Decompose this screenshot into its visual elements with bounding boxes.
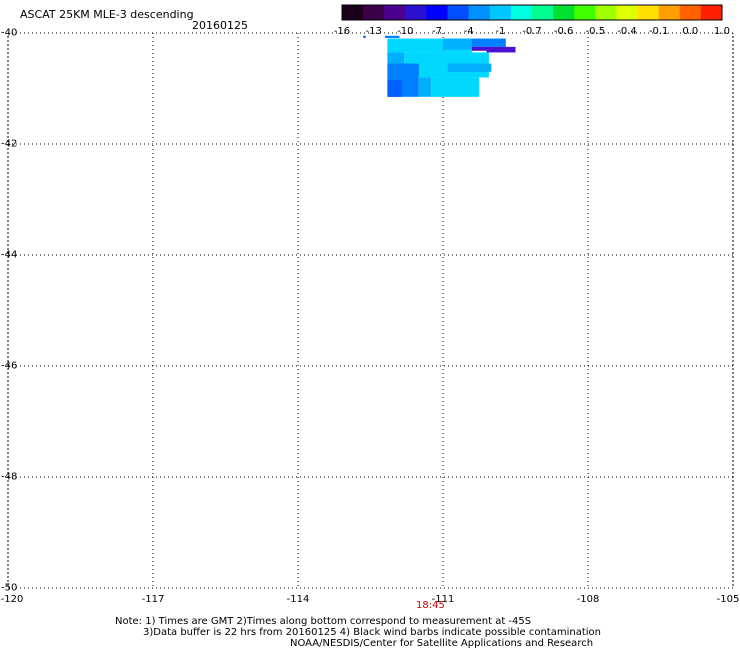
longitude-label: -117: [141, 594, 165, 605]
note-line-1: Note: 1) Times are GMT 2)Times along bot…: [115, 616, 532, 627]
longitude-label: -111: [431, 594, 455, 605]
swath-cell: [363, 35, 366, 38]
colorbar-segment: [342, 5, 364, 20]
colorbar-segment: [532, 5, 554, 20]
data-swath: [363, 35, 516, 97]
colorbar-segment: [384, 5, 406, 20]
colorbar-tick-label: -10: [397, 26, 414, 37]
swath-cell: [472, 46, 487, 51]
colorbar-segment: [679, 5, 702, 20]
colorbar-segment: [658, 5, 681, 20]
colorbar-tick-label: -0.1: [648, 26, 669, 37]
latitude-label: -40: [1, 27, 18, 39]
swath-cell: [387, 80, 402, 97]
colorbar-tick-label: 1.0: [714, 26, 730, 37]
colorbar-segment: [447, 5, 470, 20]
colorbar-segment: [700, 5, 723, 20]
latitude-label: -44: [1, 249, 18, 261]
colorbar-segment: [468, 5, 491, 20]
colorbar-segment: [616, 5, 639, 20]
latitude-label: -42: [1, 138, 18, 150]
swath-cell: [447, 63, 492, 72]
note-line-2: 3)Data buffer is 22 hrs from 20160125 4)…: [143, 627, 601, 638]
map-date: 20160125: [192, 19, 248, 32]
swath-cell: [486, 46, 516, 53]
colorbar: [341, 4, 723, 21]
colorbar-segment: [510, 5, 533, 20]
colorbar-tick-label: -16: [333, 26, 351, 37]
latitude-label: -48: [1, 471, 18, 483]
map-frame: [7, 32, 734, 589]
colorbar-segment: [363, 5, 385, 20]
longitude-label: -114: [286, 594, 310, 605]
colorbar-tick-label: -0.5: [585, 26, 606, 37]
colorbar-segment: [405, 5, 427, 20]
colorbar-segment: [574, 5, 596, 20]
colorbar-tick-label: -13: [365, 26, 382, 37]
colorbar-tick-label: -0.7: [522, 26, 542, 37]
colorbar-segment: [553, 5, 575, 20]
colorbar-tick-label: -0.6: [553, 26, 574, 37]
longitude-label: -120: [0, 594, 24, 605]
colorbar-segment: [637, 5, 660, 20]
map-title: ASCAT 25KM MLE-3 descending: [20, 8, 194, 21]
colorbar-segment: [595, 5, 617, 20]
colorbar-tick-label: -7: [432, 26, 442, 37]
longitude-label: -108: [576, 594, 600, 605]
colorbar-tick-label: -0.4: [617, 26, 637, 37]
colorbar-tick-label: -1: [495, 26, 506, 37]
latitude-label: -50: [1, 582, 18, 594]
pass-time-label: 18:45: [416, 600, 445, 611]
lat-lon-grid: [7, 32, 734, 589]
swath-cell: [430, 77, 480, 97]
swath-cell: [385, 35, 400, 38]
swath-cell: [418, 77, 431, 97]
colorbar-frame: [341, 4, 723, 21]
colorbar-tick-label: 0.0: [682, 26, 699, 37]
colorbar-segment: [489, 5, 512, 20]
note-line-3: NOAA/NESDIS/Center for Satellite Applica…: [290, 638, 594, 649]
colorbar-tick-label: -4: [463, 26, 474, 37]
longitude-label: -105: [716, 594, 740, 605]
swath-cell: [472, 38, 506, 47]
colorbar-segment: [426, 5, 449, 20]
latitude-label: -46: [1, 360, 18, 372]
swath-cell: [443, 38, 472, 50]
